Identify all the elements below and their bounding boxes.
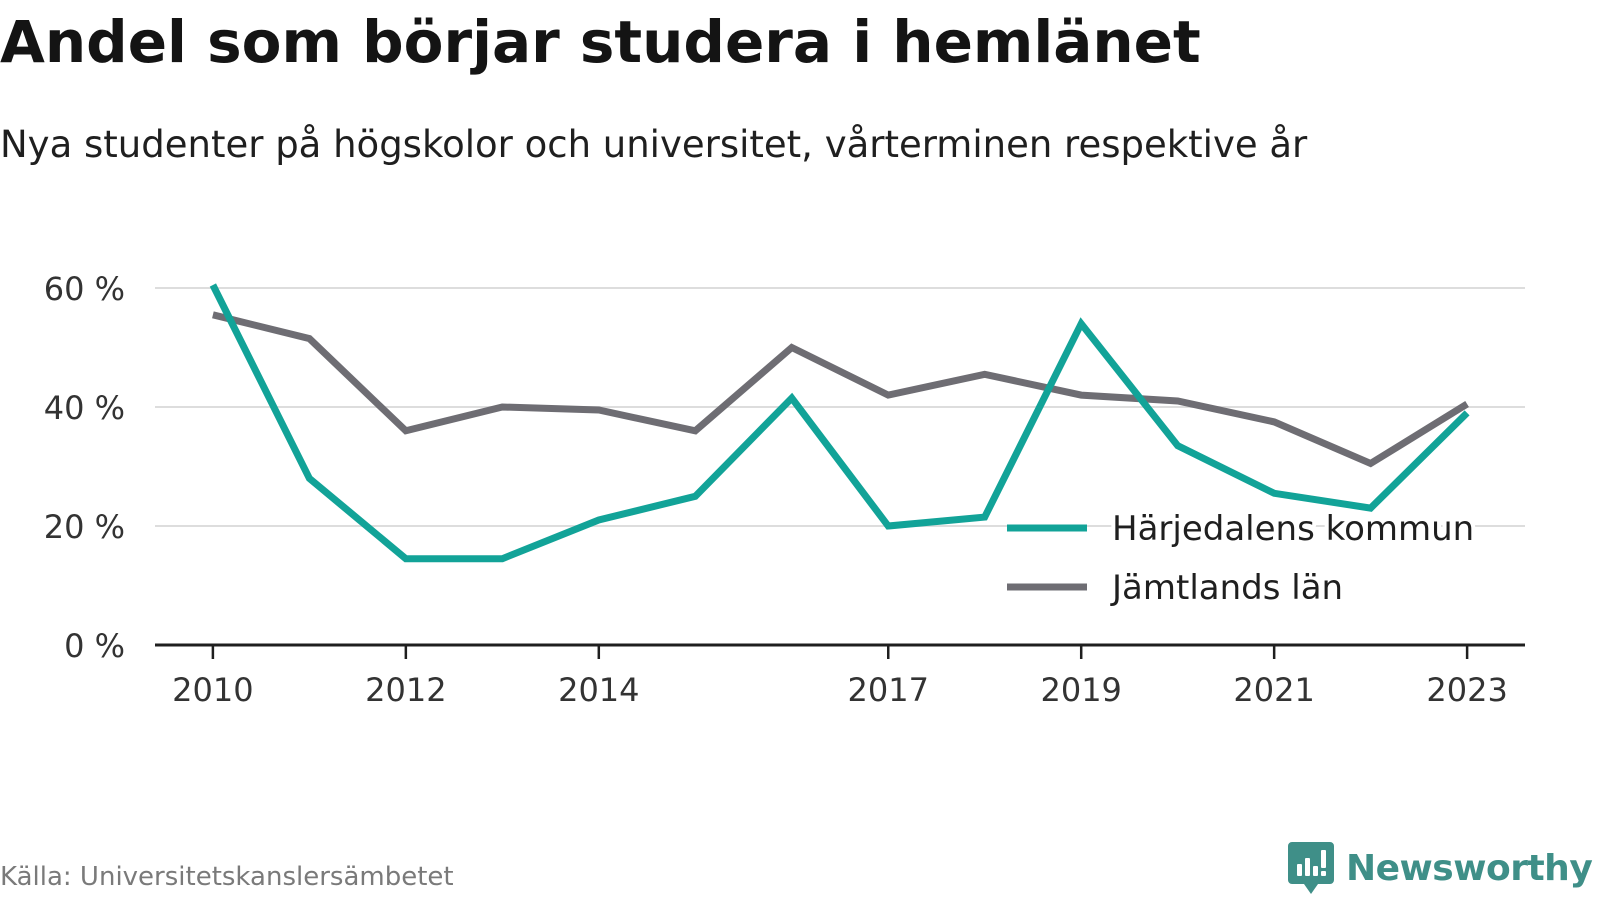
legend-label: Härjedalens kommun <box>1112 509 1474 549</box>
legend-label: Jämtlands län <box>1110 568 1343 608</box>
gridlines <box>155 287 1525 527</box>
y-tick-label: 0 % <box>64 627 125 665</box>
chart-title: Andel som börjar studera i hemlänet <box>0 8 1201 76</box>
series-line-harjedalens-kommun <box>209 283 1470 563</box>
source-note: Källa: Universitetskanslersämbetet <box>0 862 454 892</box>
series-line-jamtlands-lan <box>212 311 1469 468</box>
y-tick-label: 40 % <box>44 389 125 427</box>
chart-subtitle: Nya studenter på högskolor och universit… <box>0 123 1308 166</box>
legend-label-halo: Härjedalens kommun <box>1112 509 1474 549</box>
x-tick-label: 2021 <box>1233 671 1314 709</box>
x-tick-label: 2019 <box>1040 671 1121 709</box>
brand-name: Newsworthy <box>1346 847 1593 889</box>
y-axis-tick-labels: 0 % 20 % 40 % 60 % <box>44 270 125 665</box>
x-tick-label: 2023 <box>1426 671 1507 709</box>
brand-logo: Newsworthy <box>1288 840 1593 896</box>
x-axis: 2010 2012 2014 2017 2019 2021 2023 <box>155 643 1525 709</box>
x-tick-label: 2012 <box>365 671 446 709</box>
newsworthy-logo-icon <box>1288 842 1334 894</box>
x-tick-label: 2010 <box>172 671 253 709</box>
legend-label-halo: Jämtlands län <box>1110 568 1343 608</box>
y-tick-label: 20 % <box>44 508 125 546</box>
y-tick-label: 60 % <box>44 270 125 308</box>
x-tick-label: 2014 <box>558 671 639 709</box>
series-lines <box>209 283 1470 563</box>
line-chart: 0 % 20 % 40 % 60 % 2010 2012 2014 2017 2019 2021… <box>44 270 1525 709</box>
x-tick-label: 2017 <box>848 671 929 709</box>
